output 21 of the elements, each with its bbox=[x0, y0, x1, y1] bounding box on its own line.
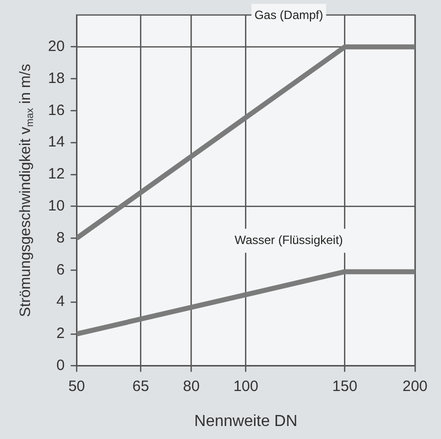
y-tick-label: 14 bbox=[48, 134, 65, 151]
y-tick-label: 20 bbox=[48, 38, 65, 56]
y-tick-label: 8 bbox=[56, 229, 65, 246]
y-tick-label: 4 bbox=[56, 293, 65, 310]
y-tick-label: 18 bbox=[48, 70, 65, 87]
y-axis-title: Strömungsgeschwindigkeit vmax in m/s bbox=[17, 64, 36, 317]
x-axis-title: Nennweite DN bbox=[194, 412, 298, 430]
y-tick-label: 0 bbox=[56, 356, 65, 374]
y-tick-label: 16 bbox=[48, 102, 65, 119]
x-tick-label: 200 bbox=[402, 378, 428, 395]
x-tick-label: 150 bbox=[332, 378, 358, 395]
annotation: Gas (Dampf) bbox=[254, 8, 324, 22]
y-tick-label: 2 bbox=[56, 325, 65, 342]
x-tick-label: 50 bbox=[68, 378, 86, 395]
y-tick-label: 6 bbox=[56, 261, 65, 278]
y-tick-label: 10 bbox=[48, 197, 65, 214]
x-tick-label: 100 bbox=[233, 378, 258, 395]
x-tick-label: 65 bbox=[132, 378, 150, 395]
annotation: Wasser (Flüssigkeit) bbox=[234, 233, 343, 248]
y-tick-label: 12 bbox=[48, 166, 65, 183]
x-tick-label: 80 bbox=[183, 378, 200, 395]
